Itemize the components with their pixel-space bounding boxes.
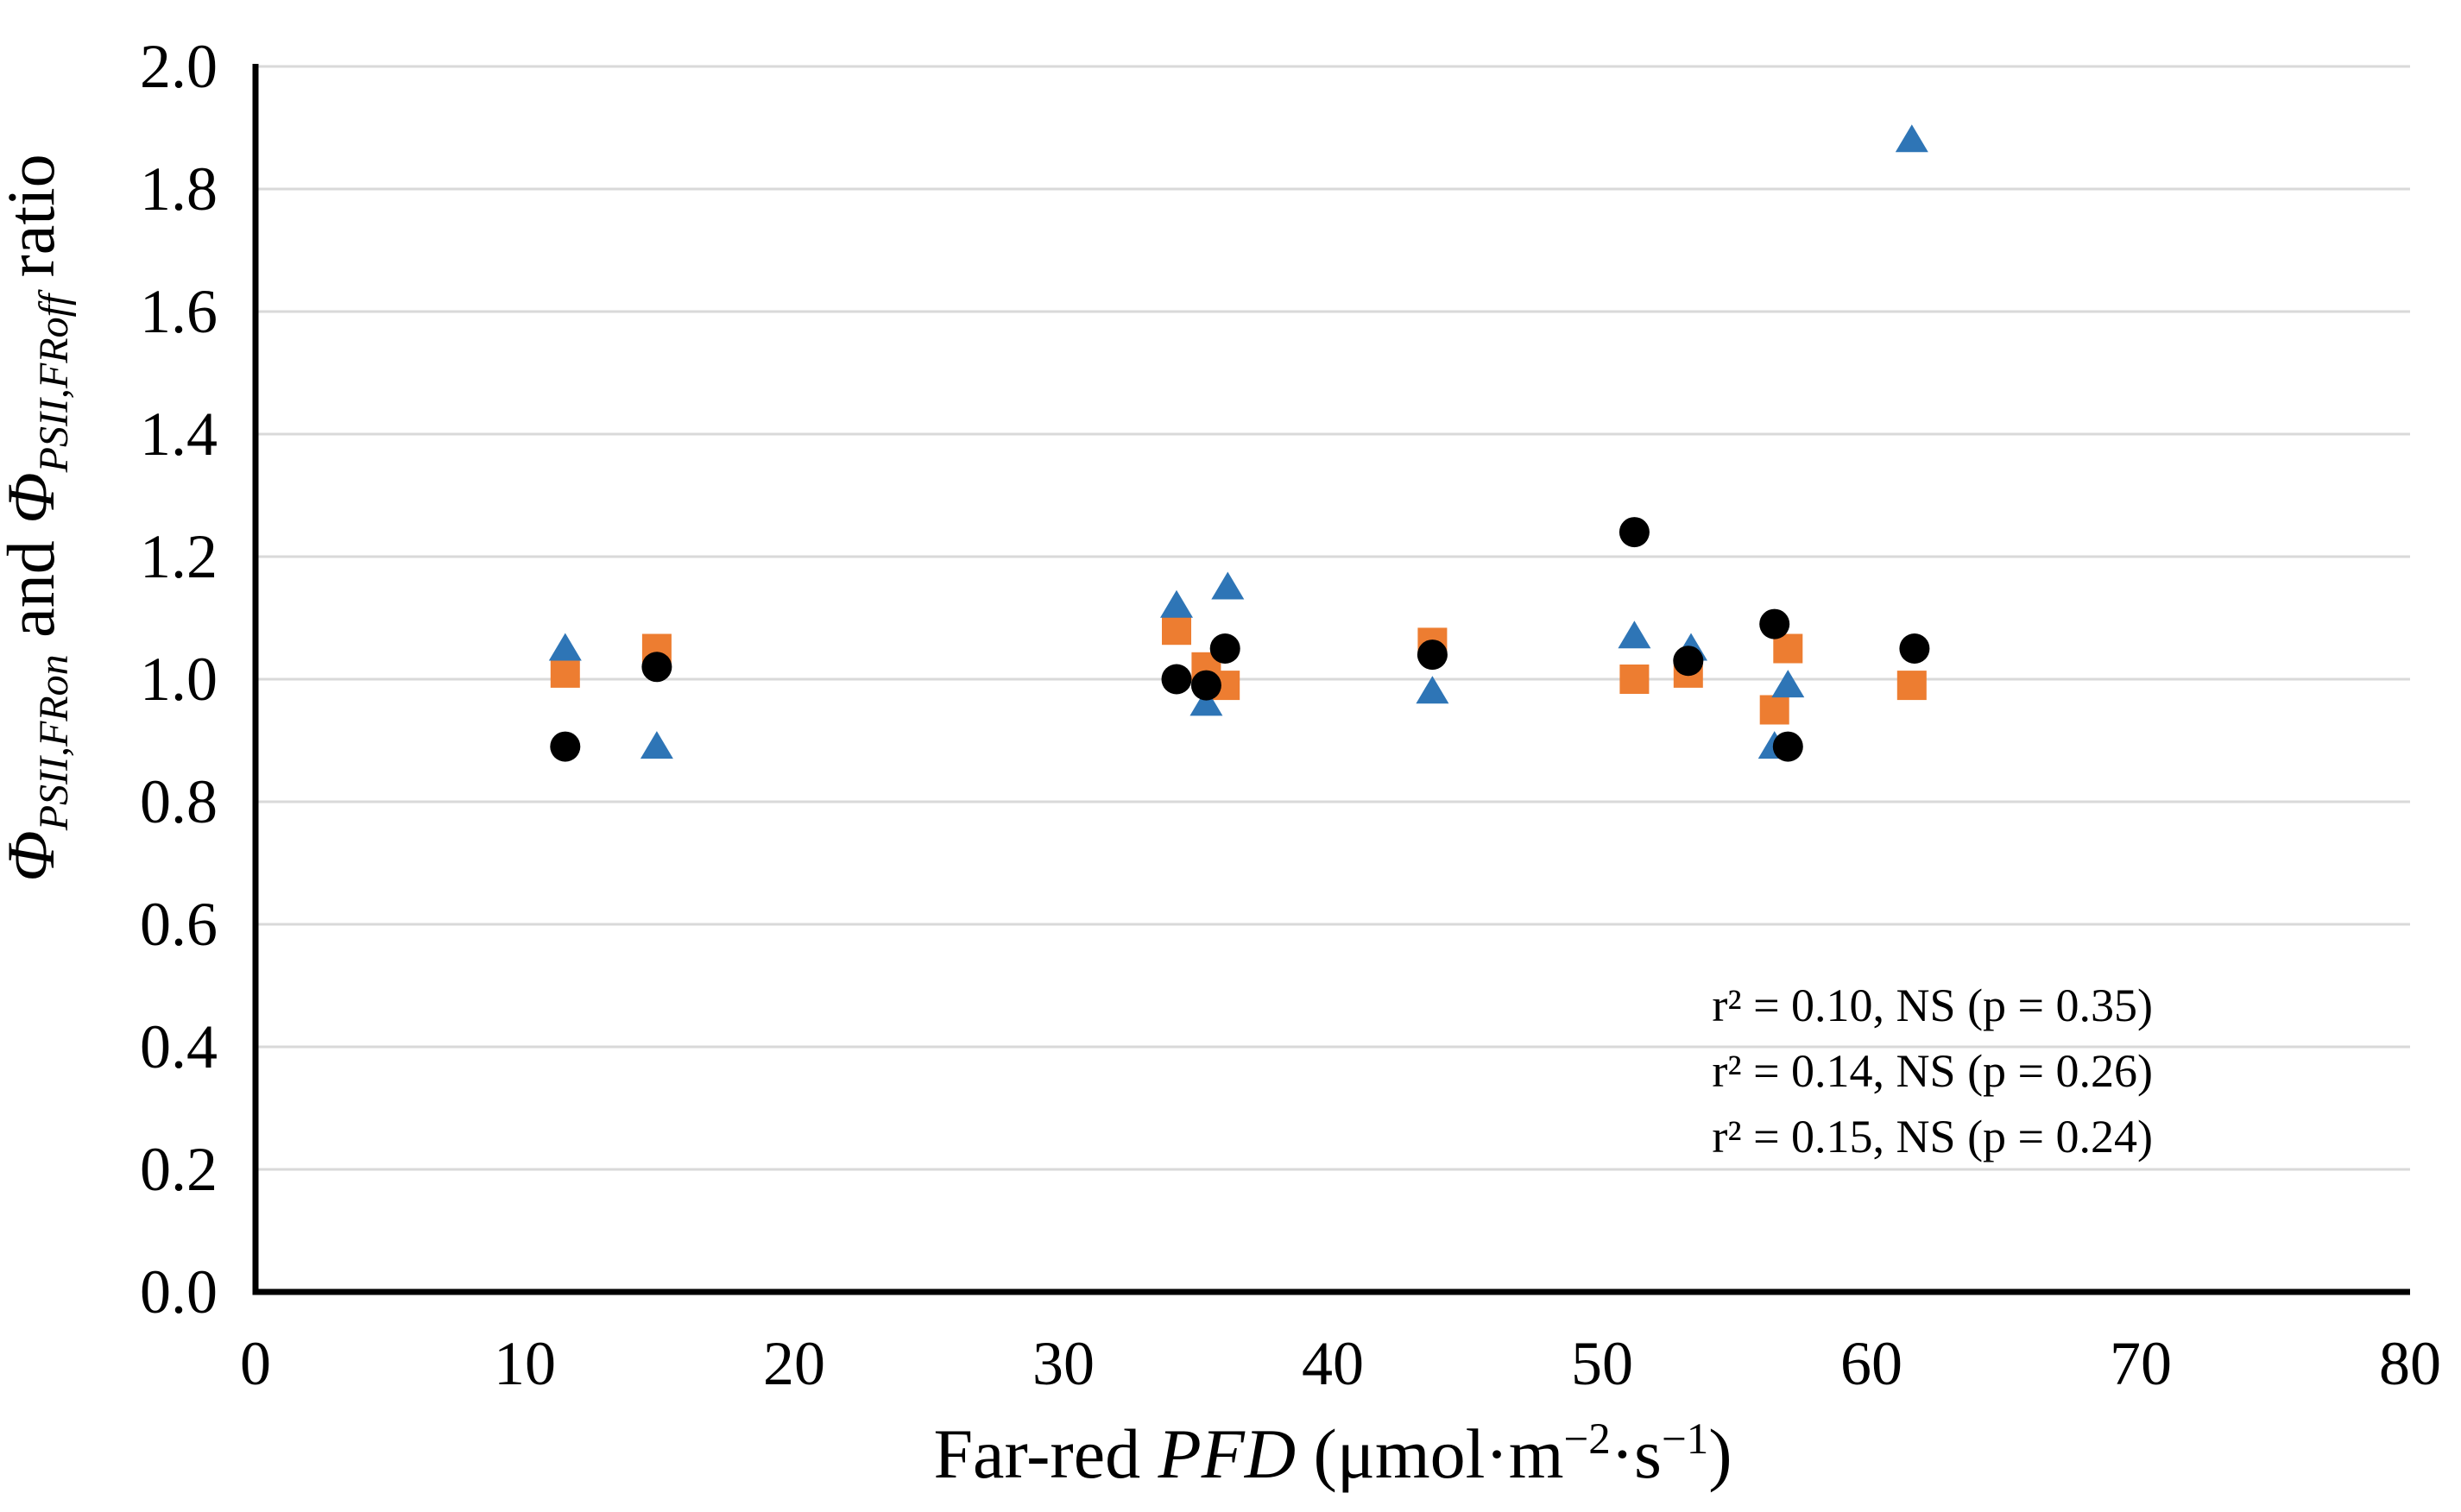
marker-circle <box>1772 731 1803 762</box>
marker-square <box>1619 665 1650 694</box>
marker-circle <box>1417 639 1448 671</box>
marker-circle <box>641 652 672 683</box>
y-tick-label: 1.6 <box>140 277 218 346</box>
label-segment: and <box>0 524 68 655</box>
marker-square <box>1896 671 1927 701</box>
marker-triangle <box>1211 571 1245 600</box>
x-tick-label: 20 <box>763 1329 825 1398</box>
marker-circle <box>1619 517 1650 548</box>
marker-square <box>550 658 580 688</box>
label-segment: ratio <box>0 154 68 293</box>
marker-square <box>1162 615 1191 646</box>
marker-square <box>1773 633 1803 664</box>
y-tick-label: 0.2 <box>140 1135 218 1204</box>
y-tick-label: 1.8 <box>140 154 218 224</box>
x-tick-label: 70 <box>2110 1329 2172 1398</box>
label-segment: (μmol·m <box>1296 1414 1563 1493</box>
label-segment: Far-red <box>933 1414 1158 1493</box>
annotation-line: r² = 0.14, NS (p = 0.26) <box>1712 1045 2153 1097</box>
marker-circle <box>550 731 581 762</box>
y-tick-labels: 0.0 0.2 0.4 0.6 0.8 1.0 1.2 1.4 1.6 1.8 2.0 <box>140 32 218 1326</box>
y-tick-label: 1.0 <box>140 645 218 714</box>
series-orange-squares <box>550 615 1927 725</box>
x-tick-label: 10 <box>494 1329 556 1398</box>
marker-circle <box>1209 633 1240 664</box>
y-tick-label: 1.4 <box>140 400 218 469</box>
label-segment: ) <box>1708 1414 1732 1493</box>
label-segment: PFD <box>1158 1414 1296 1493</box>
label-segment: PSII,FRoff <box>31 289 77 473</box>
label-segment: −2 <box>1563 1415 1610 1464</box>
marker-triangle <box>1160 589 1193 618</box>
marker-triangle <box>1189 688 1223 716</box>
y-tick-label: 0.0 <box>140 1257 218 1326</box>
annotations: r² = 0.10, NS (p = 0.35) r² = 0.14, NS (p… <box>1712 980 2153 1162</box>
marker-triangle <box>548 633 582 661</box>
x-tick-label: 50 <box>1571 1329 1633 1398</box>
marker-triangle <box>1416 676 1449 704</box>
marker-circle <box>1673 646 1704 677</box>
y-tick-label: 0.6 <box>140 890 218 959</box>
marker-triangle <box>1618 621 1651 649</box>
marker-triangle <box>640 731 673 759</box>
label-segment: Φ <box>0 830 68 881</box>
y-tick-label: 2.0 <box>140 32 218 101</box>
x-axis-title: Far-red PFD (μmol·m−2·s−1) <box>933 1414 1732 1493</box>
y-tick-label: 0.4 <box>140 1012 218 1081</box>
label-segment: −1 <box>1662 1415 1708 1464</box>
series-black-circles <box>550 517 1930 762</box>
x-tick-label: 30 <box>1032 1329 1095 1398</box>
marker-triangle <box>1895 124 1928 153</box>
x-tick-label: 60 <box>1840 1329 1903 1398</box>
marker-circle <box>1190 670 1221 701</box>
x-tick-label: 40 <box>1302 1329 1364 1398</box>
marker-circle <box>1161 664 1192 695</box>
label-segment: Φ <box>0 472 68 523</box>
marker-circle <box>1759 608 1790 639</box>
y-axis-title: ΦPSII,FRon and ΦPSII,FRoff ratio <box>0 154 77 881</box>
marker-triangle <box>1771 670 1805 698</box>
marker-square <box>1759 695 1789 725</box>
gridlines <box>256 65 2410 1171</box>
x-tick-label: 0 <box>240 1329 271 1398</box>
label-segment: PSII,FRon <box>31 654 77 831</box>
annotation-line: r² = 0.10, NS (p = 0.35) <box>1712 980 2153 1031</box>
label-segment: ·s <box>1611 1414 1662 1493</box>
y-tick-label: 0.8 <box>140 767 218 836</box>
x-tick-label: 80 <box>2379 1329 2441 1398</box>
x-tick-labels: 0 10 20 30 40 50 60 70 80 <box>240 1329 2441 1398</box>
y-tick-label: 1.2 <box>140 522 218 591</box>
series-blue-triangles <box>548 124 1928 759</box>
marker-circle <box>1899 633 1930 664</box>
annotation-line: r² = 0.15, NS (p = 0.24) <box>1712 1111 2153 1162</box>
